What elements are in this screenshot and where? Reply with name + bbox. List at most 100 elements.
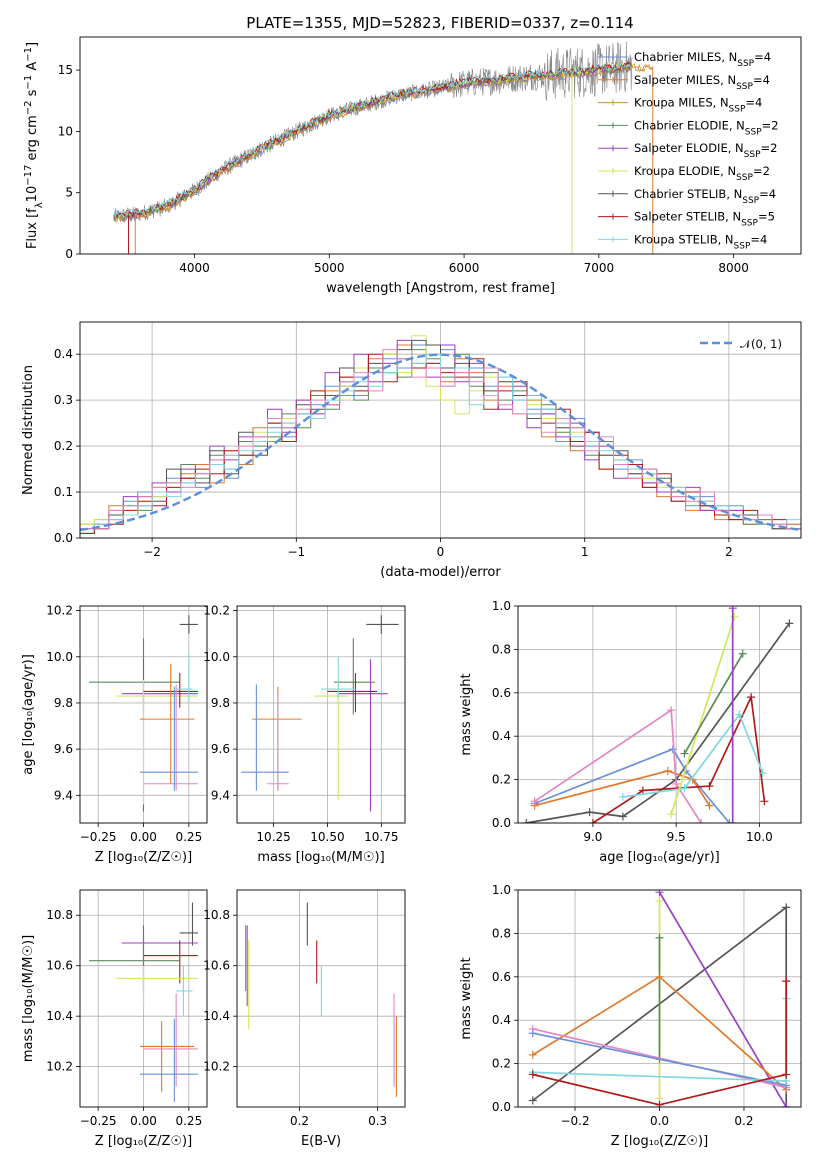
- weight-marker: [782, 977, 791, 986]
- axes-frame: [517, 889, 802, 1108]
- legend-label: Kroupa ELODIE, NSSP=2: [634, 164, 770, 183]
- weight-marker: [655, 933, 664, 942]
- weight-marker: [522, 819, 531, 823]
- y-tick-label: 0.0: [492, 1100, 511, 1114]
- x-tick-label: 0.2: [290, 1114, 309, 1128]
- weight-marker: [530, 797, 539, 806]
- x-tick-label: 0.00: [130, 830, 157, 844]
- y-axis-label: Normed distribution: [21, 365, 36, 495]
- y-tick-label: 0.4: [492, 1013, 511, 1027]
- y-tick-label: 10.2: [203, 1060, 230, 1074]
- weight-marker: [585, 808, 594, 817]
- hist-series-pink: [80, 349, 801, 538]
- weight-marker: [618, 792, 627, 801]
- weight-marker: [672, 779, 681, 788]
- x-axis-label: Z [log₁₀(Z/Z☉)]: [611, 1134, 708, 1149]
- hist-legend-label: 𝒩(0, 1): [740, 337, 782, 351]
- weight-marker: [705, 782, 714, 791]
- weight-marker: [738, 649, 747, 658]
- y-tick-label: 10.2: [46, 604, 73, 618]
- weight-marker: [728, 606, 737, 613]
- x-axis-label: Z [log₁₀(Z/Z☉)]: [95, 1134, 192, 1149]
- y-tick-label: 10.6: [46, 959, 73, 973]
- x-tick-label: 0: [437, 545, 445, 559]
- y-tick-label: 9.8: [211, 696, 230, 710]
- y-tick-label: 0.6: [492, 686, 511, 700]
- legend-label: Chabrier ELODIE, NSSP=2: [634, 118, 779, 137]
- x-axis-label: E(B-V): [301, 1134, 341, 1149]
- weight-marker: [735, 710, 744, 719]
- x-axis-label: wavelength [Angstrom, rest frame]: [326, 281, 555, 296]
- grid-age_vs_mass: [237, 606, 405, 823]
- spectrum-model-kroupa_stelib: [113, 63, 632, 219]
- weight-marker: [663, 766, 672, 775]
- panel-residual_hist: −2 −1 0 1 2 0.0 0.1 0.2 0.3 0.4: [54, 321, 802, 559]
- axes-frame: [517, 605, 802, 824]
- ticks-weight_vs_age: 9.0 9.5 10.0 0.0 0.2 0.4 0.6 0.8 1.0: [492, 599, 773, 844]
- y-tick-label: 5: [65, 186, 73, 200]
- plot-area-mass_vs_ebv: [245, 902, 397, 1097]
- x-tick-label: 9.5: [667, 830, 686, 844]
- x-tick-label: 10.75: [364, 830, 398, 844]
- x-tick-label: 0.25: [175, 1114, 202, 1128]
- ticks-mass_vs_Z: −0.25 0.00 0.25 10.2 10.4 10.6 10.8: [46, 908, 202, 1128]
- y-tick-label: 0.8: [492, 926, 511, 940]
- weight-line-pink: [534, 708, 702, 823]
- panel-mass_vs_Z: −0.25 0.00 0.25 10.2 10.4 10.6 10.8: [46, 889, 208, 1128]
- legend-label: Chabrier MILES, NSSP=4: [634, 50, 771, 69]
- x-axis-label: age [log₁₀(age/yr)]: [599, 850, 720, 865]
- weight-line-chabrier_stelib: [526, 622, 790, 823]
- weight-line-salpeter_elodie: [658, 891, 787, 1107]
- x-axis-label: mass [log₁₀(M/M☉)]: [257, 850, 384, 865]
- weight-marker: [588, 819, 597, 823]
- legend-label: Chabrier STELIB, NSSP=4: [634, 187, 776, 206]
- y-tick-label: 1.0: [492, 883, 511, 897]
- weight-line-chabrier_elodie: [683, 653, 744, 755]
- spectrum-model-kroupa_elodie: [113, 62, 632, 220]
- y-tick-label: 10.4: [203, 1009, 230, 1023]
- x-tick-label: 0.0: [650, 1114, 669, 1128]
- axes-frame: [79, 321, 802, 539]
- x-tick-label: 0.2: [734, 1114, 753, 1128]
- y-tick-label: 0.2: [492, 1057, 511, 1071]
- weight-marker: [782, 1103, 791, 1107]
- y-tick-label: 9.6: [211, 742, 230, 756]
- weight-line-pink: [532, 1028, 787, 1089]
- x-tick-label: 9.0: [583, 830, 602, 844]
- weight-marker: [528, 1050, 537, 1059]
- y-tick-label: 0.2: [492, 773, 511, 787]
- weight-marker: [655, 972, 664, 981]
- weight-marker: [655, 890, 664, 897]
- plot-area-age_vs_Z: [89, 615, 198, 812]
- legend-label: Kroupa MILES, NSSP=4: [634, 96, 762, 115]
- y-axis-label: mass [log₁₀(M/M☉)]: [21, 935, 36, 1062]
- weight-marker: [758, 769, 767, 778]
- axes-frame: [79, 605, 208, 824]
- plot-area-weight_vs_age: [522, 606, 794, 823]
- y-tick-label: 0.0: [492, 816, 511, 830]
- y-axis-label: mass weight: [459, 673, 474, 755]
- weight-marker: [667, 706, 676, 715]
- x-tick-label: 10.0: [746, 830, 773, 844]
- y-tick-label: 10.4: [46, 1009, 73, 1023]
- plot-area-weight_vs_Z: [528, 890, 791, 1107]
- weight-marker: [528, 1096, 537, 1105]
- y-tick-label: 9.8: [54, 696, 73, 710]
- axes-frame: [79, 889, 208, 1108]
- panel-mass_vs_ebv: 0.2 0.3 10.2 10.4 10.6 10.8: [203, 889, 406, 1128]
- panel-age_vs_Z: −0.25 0.00 0.25 9.4 9.6 9.8 10.0 10.2: [46, 604, 208, 844]
- x-tick-label: 4000: [179, 261, 210, 275]
- x-tick-label: 7000: [584, 261, 615, 275]
- axes-frame: [79, 36, 802, 255]
- weight-marker: [667, 810, 676, 819]
- weight-marker: [680, 784, 689, 793]
- x-tick-label: 0.25: [175, 830, 202, 844]
- weight-marker: [747, 693, 756, 702]
- panel-weight_vs_age: 9.0 9.5 10.0 0.0 0.2 0.4 0.6 0.8 1.0: [492, 599, 802, 844]
- weight-line-salpeter_stelib: [532, 981, 788, 1106]
- x-tick-label: 8000: [718, 261, 749, 275]
- panel-age_vs_mass: 10.25 10.50 10.75 9.4 9.6 9.8 10.0 10.2: [203, 604, 406, 844]
- weight-marker: [705, 801, 714, 810]
